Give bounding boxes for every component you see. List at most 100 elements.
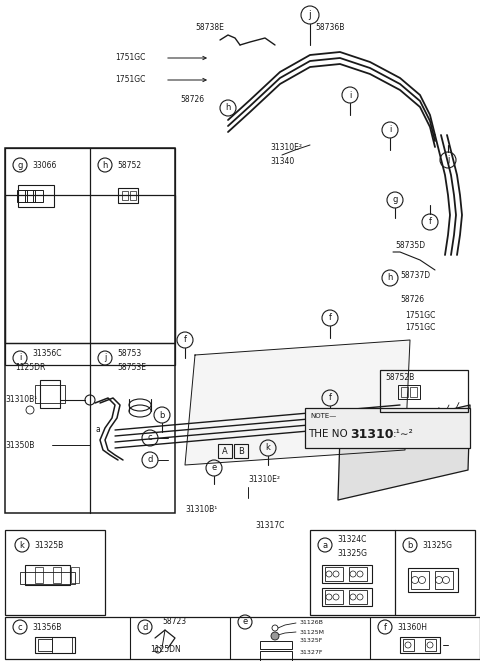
Text: NOTE—: NOTE— xyxy=(310,413,336,419)
Text: f: f xyxy=(429,217,432,227)
Text: i: i xyxy=(389,126,391,134)
Bar xyxy=(305,408,470,448)
Bar xyxy=(322,588,372,606)
Text: 58726: 58726 xyxy=(400,295,424,305)
Text: f: f xyxy=(384,623,386,631)
Text: h: h xyxy=(102,161,108,169)
Text: 31325G: 31325G xyxy=(422,541,452,549)
Text: 33066: 33066 xyxy=(32,161,56,169)
Text: 31310: 31310 xyxy=(350,428,394,440)
Text: 1125DN: 1125DN xyxy=(150,646,181,654)
Text: 1125DR: 1125DR xyxy=(15,364,46,373)
Polygon shape xyxy=(185,340,410,465)
Bar xyxy=(410,387,417,397)
Text: e: e xyxy=(211,463,216,473)
Text: f: f xyxy=(183,336,187,344)
Text: 58723: 58723 xyxy=(162,617,186,627)
Text: c: c xyxy=(148,434,152,442)
Text: 58753E: 58753E xyxy=(117,364,146,373)
Bar xyxy=(400,637,440,653)
Bar xyxy=(35,567,43,583)
Bar xyxy=(38,639,52,651)
Text: 1751GC: 1751GC xyxy=(115,54,145,63)
Bar xyxy=(5,148,175,343)
Text: h: h xyxy=(387,274,393,282)
Text: i: i xyxy=(349,91,351,100)
Bar xyxy=(17,190,27,202)
Text: e: e xyxy=(242,617,248,627)
Bar xyxy=(234,444,248,458)
Text: c: c xyxy=(18,623,22,631)
Text: 58726: 58726 xyxy=(180,95,204,104)
Text: k: k xyxy=(265,444,270,453)
Text: g: g xyxy=(17,161,23,169)
Text: 58738E: 58738E xyxy=(195,24,224,32)
Bar xyxy=(310,530,475,615)
Text: 58736B: 58736B xyxy=(315,24,344,32)
Text: 31324C: 31324C xyxy=(337,535,366,545)
Bar xyxy=(408,568,458,592)
Text: THE NO: THE NO xyxy=(308,429,348,439)
Bar xyxy=(52,637,72,653)
Text: 1751GC: 1751GC xyxy=(405,323,435,332)
Bar xyxy=(5,617,480,659)
Bar xyxy=(325,567,343,581)
Text: a: a xyxy=(95,426,100,434)
Text: 1751GC: 1751GC xyxy=(405,311,435,319)
Text: a: a xyxy=(323,541,327,549)
Bar xyxy=(401,387,408,397)
Text: 58753: 58753 xyxy=(117,348,141,358)
Bar xyxy=(425,639,436,651)
Bar xyxy=(380,370,468,412)
Text: 58752B: 58752B xyxy=(385,373,414,383)
Text: 31325F: 31325F xyxy=(300,639,324,644)
Bar xyxy=(18,185,54,207)
Bar xyxy=(411,571,429,589)
Text: 31310B¹: 31310B¹ xyxy=(185,506,217,514)
Text: 31126B: 31126B xyxy=(300,621,324,625)
Text: 58735D: 58735D xyxy=(395,241,425,251)
Text: b: b xyxy=(408,541,413,549)
Text: k: k xyxy=(20,541,24,549)
Text: A: A xyxy=(222,446,228,455)
Polygon shape xyxy=(338,405,470,500)
Bar xyxy=(5,530,105,615)
Bar xyxy=(322,565,372,583)
Bar xyxy=(349,590,367,604)
Bar xyxy=(260,641,292,649)
Bar xyxy=(71,567,79,583)
Text: 31310E²: 31310E² xyxy=(270,143,302,153)
Text: 58752: 58752 xyxy=(117,161,141,169)
Bar xyxy=(118,188,138,203)
Bar xyxy=(122,191,128,200)
Text: f: f xyxy=(328,393,332,403)
Text: d: d xyxy=(142,623,148,631)
Text: d: d xyxy=(147,455,153,465)
Text: j: j xyxy=(309,10,312,20)
Text: 31317C: 31317C xyxy=(255,520,284,529)
Bar xyxy=(33,190,43,202)
Bar xyxy=(349,567,367,581)
Bar xyxy=(53,567,61,583)
Text: 31356C: 31356C xyxy=(32,348,61,358)
Bar xyxy=(35,637,75,653)
Bar xyxy=(403,639,414,651)
Text: 31350B: 31350B xyxy=(5,440,35,449)
Bar xyxy=(25,190,35,202)
Bar xyxy=(25,565,70,585)
Text: b: b xyxy=(159,410,165,420)
Bar xyxy=(5,148,175,513)
Text: 31310B¹: 31310B¹ xyxy=(5,395,37,405)
Text: f: f xyxy=(328,313,332,323)
Text: 31125M: 31125M xyxy=(300,629,325,635)
Text: i: i xyxy=(19,354,21,362)
Bar xyxy=(130,191,136,200)
Text: j: j xyxy=(104,354,106,362)
Bar xyxy=(325,590,343,604)
Text: 31356B: 31356B xyxy=(32,623,61,631)
Text: 31325B: 31325B xyxy=(34,541,63,549)
Text: h: h xyxy=(225,104,231,112)
Text: g: g xyxy=(392,196,398,204)
Bar xyxy=(40,380,60,408)
Text: B: B xyxy=(238,446,244,455)
